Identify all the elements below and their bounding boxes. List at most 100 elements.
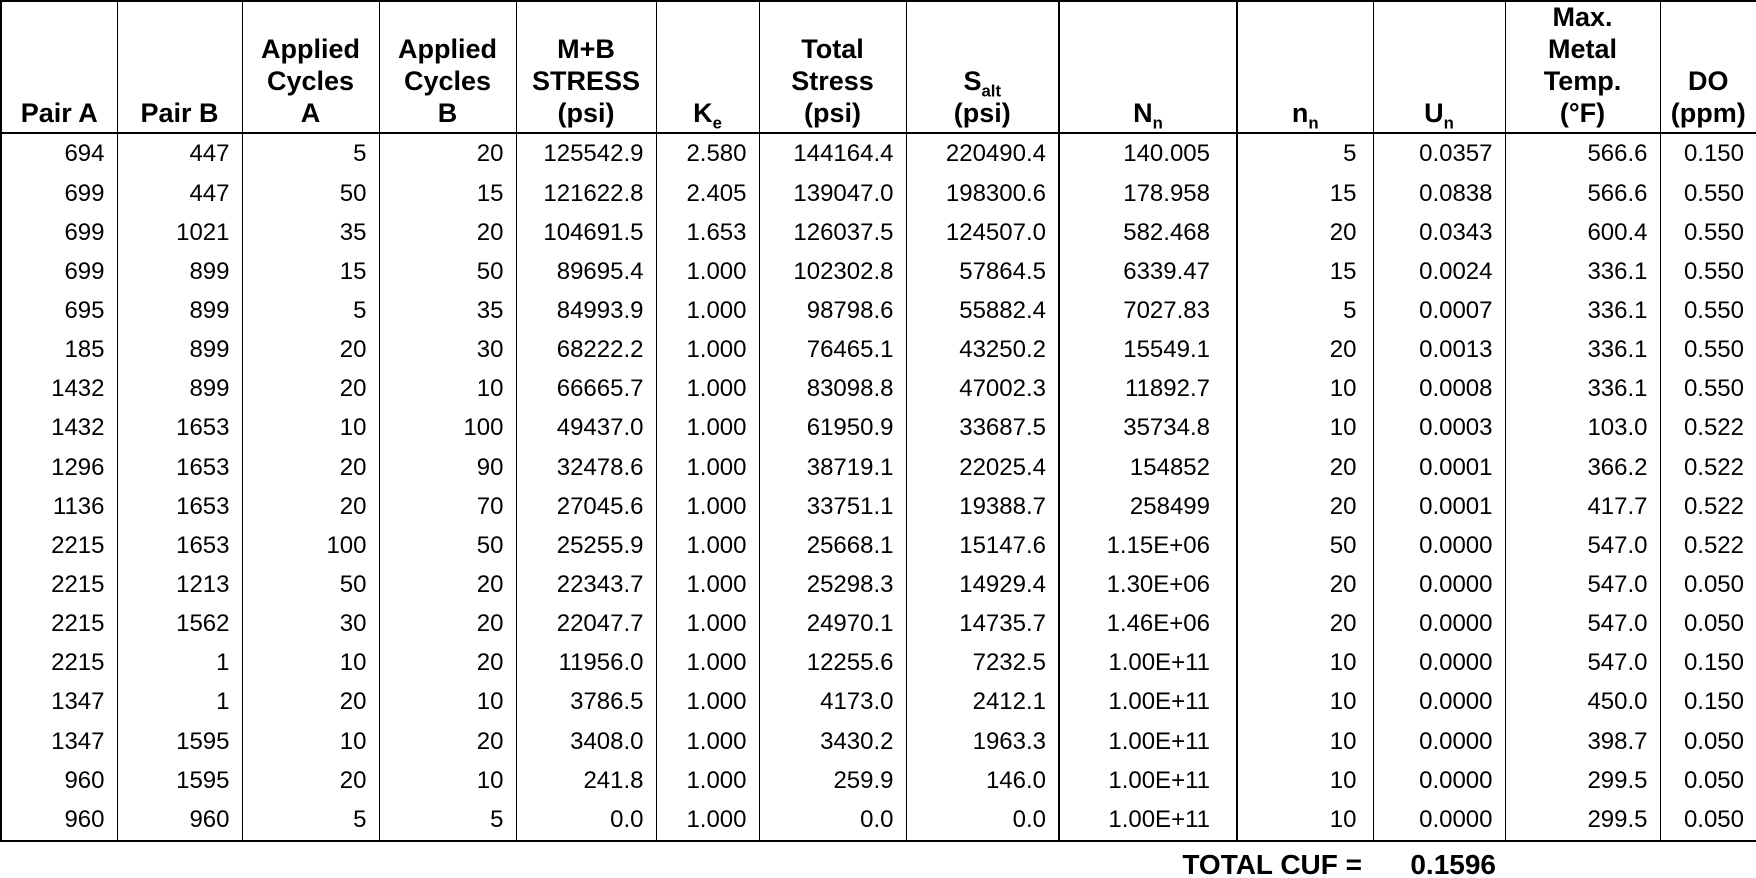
cell-applied-cycles-b: 10 — [378, 761, 516, 801]
cell-u-n: 0.0024 — [1372, 252, 1505, 292]
cell-n-upper: 258499 — [1058, 487, 1237, 527]
cell-u-n: 0.0000 — [1372, 800, 1505, 841]
cell-total-stress: 144164.4 — [758, 133, 906, 174]
cell-pair-a: 1432 — [51, 414, 105, 442]
cell-do-ppm: 0.550 — [1659, 369, 1756, 409]
col-header-n-upper: Nn — [1058, 1, 1237, 135]
cell-n-upper: 1.15E+06 — [1058, 526, 1237, 566]
cell-do-ppm: 0.550 — [1659, 213, 1756, 253]
header-base-text: N — [1133, 97, 1153, 128]
cell-s-alt: 198300.6 — [905, 173, 1059, 214]
cell-total-stress: 33751.1 — [758, 487, 906, 527]
cell-applied-cycles-b: 50 — [378, 526, 516, 566]
cell-n-lower: 10 — [1236, 682, 1373, 722]
cell-applied-cycles-b: 90 — [378, 447, 516, 488]
cell-pair-a: 699 — [64, 179, 105, 207]
cell-mb-stress: 27045.6 — [515, 487, 656, 527]
cell-pair-b: 1 — [116, 682, 242, 722]
cell-applied-cycles-b: 35 — [378, 291, 516, 331]
cell-ke: 1.000 — [655, 252, 759, 292]
cell-mb-stress: 121622.8 — [515, 173, 656, 214]
cell-applied-cycles-a: 20 — [241, 447, 379, 488]
cell-do-ppm: 0.050 — [1659, 721, 1756, 762]
cell-mb-stress: 89695.4 — [515, 252, 656, 292]
cell-n-lower: 10 — [1236, 761, 1373, 801]
table-row: 1432 1653 10 100 49437.0 1.000 61950.9 33687.5 3… — [1, 408, 1756, 448]
cell-s-alt: 57864.5 — [905, 252, 1059, 292]
cell-max-metal-temp: 398.7 — [1504, 721, 1660, 762]
cell-max-metal-temp: 336.1 — [1504, 291, 1660, 331]
total-cuf-value: 0.1596 — [1410, 849, 1496, 878]
cell-mb-stress: 125542.9 — [515, 133, 656, 174]
cell-n-upper: 35734.8 — [1058, 408, 1237, 448]
cell-applied-cycles-a: 20 — [241, 487, 379, 527]
cell-u-n: 0.0000 — [1372, 643, 1505, 683]
col-header-ke: Ke — [655, 1, 759, 135]
cell-max-metal-temp: 547.0 — [1504, 643, 1660, 683]
cell-n-lower: 10 — [1236, 369, 1373, 409]
cell-pair-a: 2215 — [51, 531, 105, 559]
cell-total-stress: 24970.1 — [758, 604, 906, 644]
header-base-text: n — [1291, 97, 1309, 128]
cell-pair-a: 1347 — [51, 727, 105, 755]
cell-n-upper: 1.00E+11 — [1058, 721, 1237, 762]
cell-applied-cycles-a: 35 — [241, 213, 379, 253]
cell-ke: 1.653 — [655, 213, 759, 253]
cell-ke: 2.580 — [655, 133, 759, 174]
cell-applied-cycles-b: 20 — [378, 604, 516, 644]
col-header-s-alt: Salt (psi) — [905, 1, 1059, 135]
cell-total-stress: 12255.6 — [758, 643, 906, 683]
cell-total-stress: 102302.8 — [758, 252, 906, 292]
cell-n-lower: 20 — [1236, 213, 1373, 253]
cell-mb-stress: 104691.5 — [515, 213, 656, 253]
cell-do-ppm: 0.050 — [1659, 800, 1756, 841]
cell-max-metal-temp: 366.2 — [1504, 447, 1660, 488]
cell-u-n: 0.0000 — [1372, 604, 1505, 644]
cell-mb-stress: 25255.9 — [515, 526, 656, 566]
cell-pair-a: 1432 — [51, 375, 105, 403]
cell-applied-cycles-b: 20 — [378, 565, 516, 605]
cell-do-ppm: 0.050 — [1659, 604, 1756, 644]
cell-n-upper: 1.00E+11 — [1058, 800, 1237, 841]
cell-mb-stress: 49437.0 — [515, 408, 656, 448]
header-subscript: n — [1152, 112, 1163, 132]
cell-mb-stress: 22343.7 — [515, 565, 656, 605]
cell-u-n: 0.0007 — [1372, 291, 1505, 331]
cell-n-upper: 15549.1 — [1058, 330, 1237, 370]
table-row: 1136 1653 20 70 27045.6 1.000 33751.1 19388.7 25… — [1, 487, 1756, 527]
table-row: 960 960 5 5 0.0 1.000 0.0 0.0 1.00E+11 10 0.0000 29… — [1, 800, 1756, 841]
cell-do-ppm: 0.522 — [1659, 408, 1756, 448]
header-base-text: U — [1424, 97, 1444, 128]
cell-n-upper: 140.005 — [1058, 133, 1237, 174]
table-row: 2215 1213 50 20 22343.7 1.000 25298.3 14929.4 1.… — [1, 565, 1756, 605]
col-header-applied-cycles-b: Applied Cycles B — [378, 1, 516, 135]
cell-applied-cycles-a: 5 — [241, 133, 379, 174]
cell-s-alt: 1963.3 — [905, 721, 1059, 762]
cell-pair-a: 694 — [64, 140, 105, 168]
header-subscript: e — [712, 112, 722, 132]
header-subscript: n — [1443, 112, 1454, 132]
cell-do-ppm: 0.150 — [1659, 682, 1756, 722]
table-row: 2215 1562 30 20 22047.7 1.000 24970.1 14735.7 1.… — [1, 604, 1756, 644]
cell-total-stress: 0.0 — [758, 800, 906, 841]
cell-do-ppm: 0.522 — [1659, 447, 1756, 488]
cell-applied-cycles-b: 50 — [378, 252, 516, 292]
table-row: 1347 1595 10 20 3408.0 1.000 3430.2 1963.3 1.00E… — [1, 721, 1756, 762]
header-row: Pair A Pair B Applied Cycles A Applied Cycl… — [1, 1, 1756, 135]
table-row: 1347 1 20 10 3786.5 1.000 4173.0 2412.1 1.00E+11… — [1, 682, 1756, 722]
col-header-u-n: Un — [1372, 1, 1505, 135]
cell-applied-cycles-b: 20 — [378, 213, 516, 253]
cell-pair-b: 899 — [116, 252, 242, 292]
table-row: 2215 1 10 20 11956.0 1.000 12255.6 7232.5 1.00E+… — [1, 643, 1756, 683]
cell-total-stress: 25298.3 — [758, 565, 906, 605]
cell-pair-a: 960 — [64, 766, 105, 794]
cell-s-alt: 14929.4 — [905, 565, 1059, 605]
cell-n-upper: 1.00E+11 — [1058, 643, 1237, 683]
cell-ke: 1.000 — [655, 565, 759, 605]
cell-pair-a: 695 — [64, 296, 105, 324]
cell-n-lower: 20 — [1236, 565, 1373, 605]
cell-u-n: 0.0008 — [1372, 369, 1505, 409]
cell-pair-b: 1562 — [116, 604, 242, 644]
total-cuf-row: TOTAL CUF = 0.1596 — [0, 842, 1756, 878]
cell-n-lower: 5 — [1236, 133, 1373, 174]
